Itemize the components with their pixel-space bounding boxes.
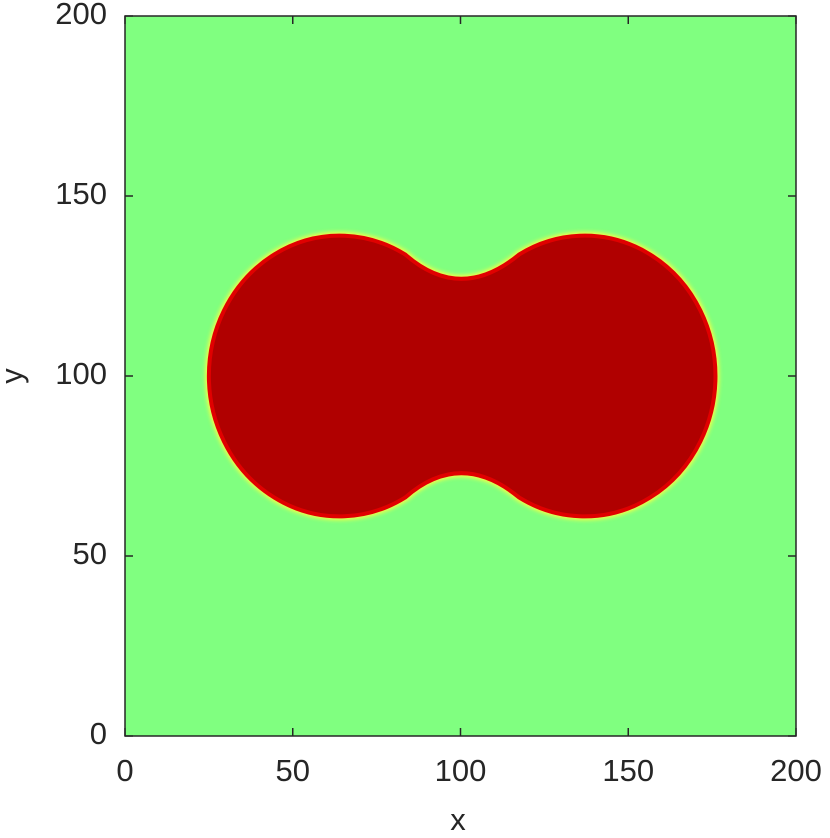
x-tick-label: 100 [435,753,487,788]
y-tick-label: 0 [90,716,107,751]
x-tick-label: 0 [116,753,133,788]
y-tick-label: 150 [55,176,107,211]
droplet-region [206,233,718,519]
y-tick-label: 200 [55,0,107,31]
x-tick-label: 200 [770,753,822,788]
x-tick-label: 50 [276,753,310,788]
y-tick-label: 100 [55,356,107,391]
y-axis-label: y [0,368,29,384]
x-tick-label: 150 [602,753,654,788]
x-axis-label: x [450,802,466,837]
y-tick-label: 50 [73,536,107,571]
